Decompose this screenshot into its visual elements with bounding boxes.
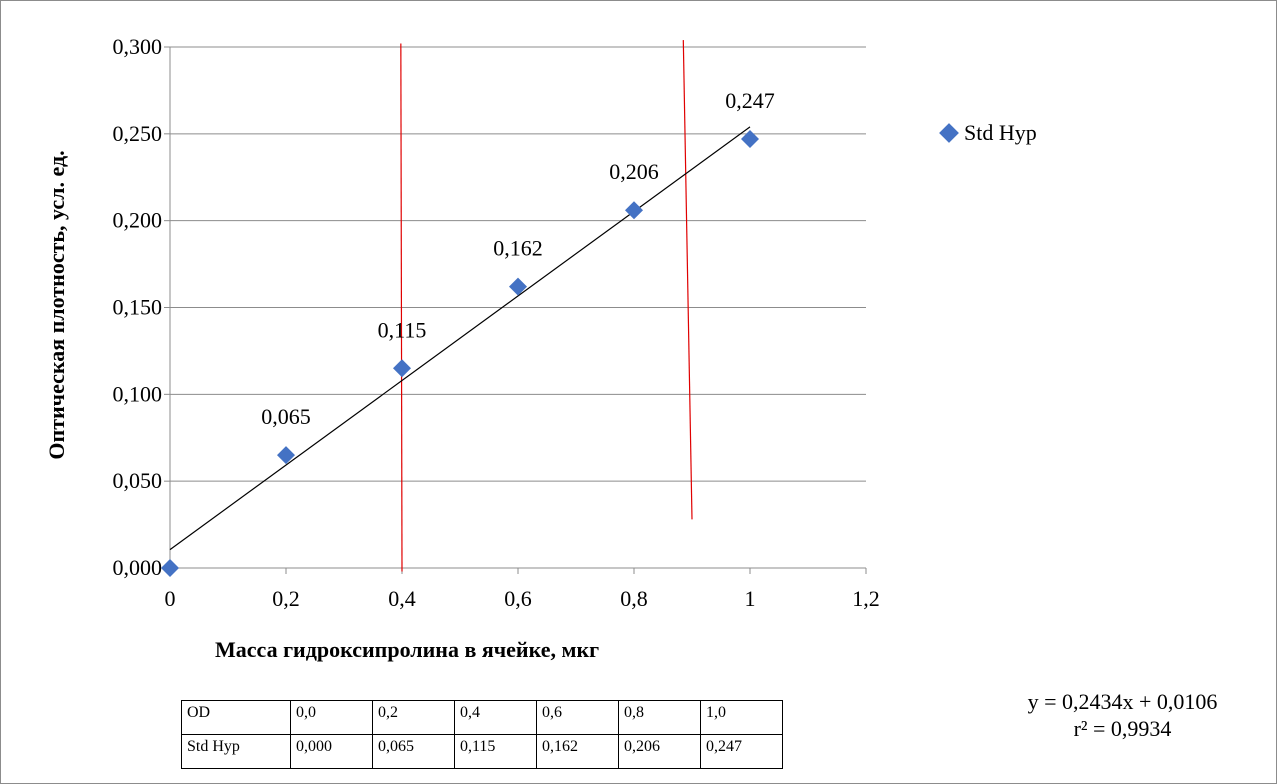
- table-cell: 1,0: [700, 700, 783, 735]
- y-tick-label: 0,150: [113, 295, 163, 320]
- table-cell: 0,4: [454, 700, 537, 735]
- y-tick-label: 0,050: [113, 468, 163, 493]
- diamond-icon: [939, 123, 959, 143]
- y-tick-label: 0,000: [113, 555, 163, 580]
- x-axis-label: Масса гидроксипролина в ячейке, мкг: [215, 637, 600, 662]
- data-label: 0,162: [493, 236, 543, 261]
- table-cell: 0,162: [536, 734, 619, 769]
- data-table: OD 0,0 0,2 0,4 0,6 0,8 1,0 Std Hyp 0,000…: [181, 700, 783, 769]
- table-row: OD 0,0 0,2 0,4 0,6 0,8 1,0: [181, 700, 783, 735]
- table-cell: 0,115: [454, 734, 537, 769]
- trendline: [169, 126, 751, 551]
- equation-text: y = 0,2434x + 0,0106: [1027, 689, 1218, 714]
- vertical-line: [400, 43, 403, 572]
- y-tick-label: 0,200: [113, 208, 163, 233]
- data-label: 0,065: [261, 404, 311, 429]
- data-label: 0,206: [609, 159, 659, 184]
- table-cell: 0,065: [372, 734, 455, 769]
- vertical-line: [682, 40, 693, 520]
- x-tick-label: 0,4: [388, 586, 416, 611]
- y-tick-label: 0,300: [113, 34, 163, 59]
- y-tick-label: 0,100: [113, 381, 163, 406]
- r-squared-text: r² = 0,9934: [1073, 716, 1172, 741]
- y-tick-labels: 0,000 0,050 0,100 0,150 0,200 0,250 0,300: [113, 34, 163, 580]
- data-point: [741, 130, 759, 149]
- data-points: [161, 130, 759, 577]
- table-cell: 0,2: [372, 700, 455, 735]
- table-cell: 0,000: [290, 734, 373, 769]
- x-tick-label: 1: [745, 586, 756, 611]
- data-labels: 0,065 0,115 0,162 0,206 0,247: [261, 88, 775, 429]
- data-point: [625, 201, 643, 220]
- table-cell: 0,247: [700, 734, 783, 769]
- y-tick-label: 0,250: [113, 121, 163, 146]
- y-axis-label: Оптическая плотность, усл. ед.: [44, 150, 69, 460]
- data-point: [393, 359, 411, 378]
- x-tick-labels: 0 0,2 0,4 0,6 0,8 1 1,2: [165, 586, 880, 611]
- grid-lines: [164, 46, 867, 574]
- x-tick-label: 0,8: [620, 586, 648, 611]
- data-label: 0,247: [725, 88, 775, 113]
- x-tick-label: 0,6: [504, 586, 532, 611]
- legend: Std Hyp: [936, 120, 1037, 146]
- vertical-red-lines: [400, 40, 693, 572]
- table-cell: 0,6: [536, 700, 619, 735]
- trendline-path: [169, 126, 751, 551]
- table-cell: 0,0: [290, 700, 373, 735]
- data-point: [277, 446, 295, 465]
- table-cell: OD: [181, 700, 291, 735]
- table-cell: 0,8: [618, 700, 701, 735]
- data-point: [161, 559, 179, 577]
- x-tick-label: 1,2: [852, 586, 880, 611]
- table-row: Std Hyp 0,000 0,065 0,115 0,162 0,206 0,…: [181, 734, 783, 769]
- data-point: [509, 277, 527, 296]
- data-label: 0,115: [378, 317, 427, 342]
- x-tick-label: 0,2: [272, 586, 300, 611]
- trendline-equation: y = 0,2434x + 0,0106 r² = 0,9934: [985, 688, 1260, 742]
- x-tick-label: 0: [165, 586, 176, 611]
- table-cell: Std Hyp: [181, 734, 291, 769]
- legend-label: Std Hyp: [964, 120, 1037, 145]
- table-cell: 0,206: [618, 734, 701, 769]
